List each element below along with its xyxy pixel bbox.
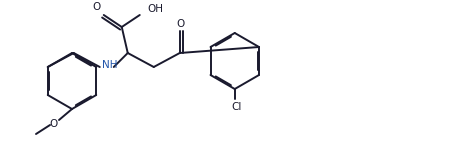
Text: O: O xyxy=(176,19,185,29)
Text: O: O xyxy=(93,2,101,12)
Text: Cl: Cl xyxy=(232,102,242,112)
Text: NH: NH xyxy=(102,60,117,70)
Text: OH: OH xyxy=(148,4,164,14)
Text: O: O xyxy=(49,119,57,129)
